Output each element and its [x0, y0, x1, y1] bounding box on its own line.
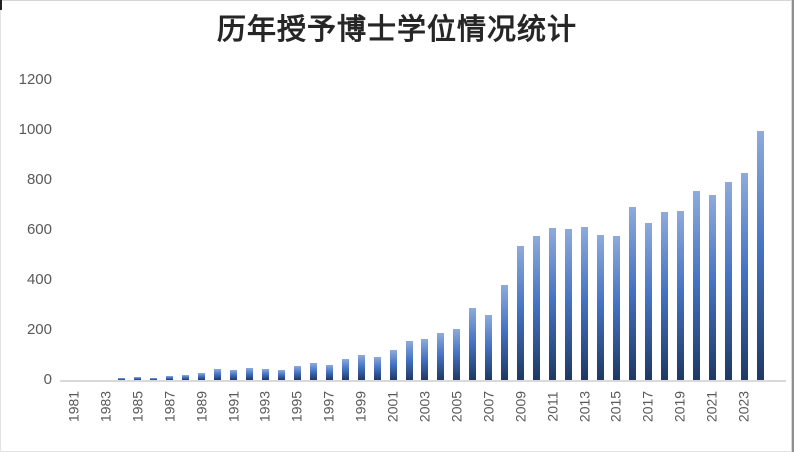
bar-1989	[198, 373, 206, 380]
bar-1985	[134, 377, 142, 380]
bar-1990	[214, 369, 222, 380]
chart-title: 历年授予博士学位情况统计	[216, 12, 577, 46]
x-axis-label-2005: 2005	[448, 390, 465, 423]
bar-2003	[421, 338, 429, 380]
bar-2006	[469, 308, 477, 380]
chart-border-right-inner	[791, 0, 792, 452]
bar-2011	[549, 228, 557, 380]
x-axis-label-1991: 1991	[225, 390, 241, 423]
x-axis-label-2021: 2021	[703, 390, 720, 423]
bar-2015	[612, 235, 620, 380]
x-axis-label-1987: 1987	[161, 390, 178, 423]
x-axis-label-2009: 2009	[512, 390, 529, 423]
x-axis-line	[60, 380, 786, 382]
bar-2008	[501, 285, 509, 380]
x-axis-label-2019: 2019	[671, 390, 688, 423]
bar-2013	[581, 227, 589, 380]
x-axis-label-1981: 1981	[65, 390, 82, 423]
bar-2001	[389, 350, 397, 380]
bar-2023	[740, 173, 748, 380]
bar-1999	[357, 355, 365, 380]
chart-border-top	[0, 0, 794, 1]
x-axis-label-2017: 2017	[639, 390, 656, 423]
bar-1998	[341, 359, 349, 380]
x-axis-label-2023: 2023	[735, 390, 752, 423]
x-axis-label-1995: 1995	[288, 390, 305, 423]
y-axis-label-1200: 1200	[18, 71, 52, 88]
bar-1987	[166, 376, 174, 380]
x-axis-label-1983: 1983	[97, 390, 114, 423]
bar-2018	[660, 211, 668, 380]
x-axis-label-2013: 2013	[576, 390, 592, 423]
bar-1995	[293, 366, 301, 380]
y-axis-label-0: 0	[43, 371, 52, 388]
x-axis-label-2001: 2001	[384, 390, 401, 423]
x-axis-label-1985: 1985	[129, 390, 146, 423]
bar-2000	[373, 357, 381, 380]
bar-1984	[118, 378, 126, 380]
bar-2022	[724, 182, 732, 380]
bar-1996	[309, 363, 317, 380]
bar-1993	[261, 369, 269, 380]
y-axis-label-800: 800	[26, 171, 52, 188]
bar-1994	[277, 370, 285, 380]
bar-2010	[533, 236, 541, 380]
bar-2004	[437, 332, 445, 380]
bar-1992	[245, 368, 253, 380]
x-axis-label-2011: 2011	[544, 391, 561, 422]
x-axis-label-1999: 1999	[352, 390, 369, 423]
bar-2005	[453, 328, 461, 380]
bar-2009	[517, 245, 525, 380]
bar-1997	[325, 365, 333, 380]
bar-2019	[676, 210, 684, 380]
x-axis-label-1993: 1993	[256, 390, 273, 423]
y-axis-label-400: 400	[26, 271, 52, 288]
bar-2012	[565, 229, 573, 380]
bar-2007	[485, 314, 493, 380]
y-axis-label-600: 600	[26, 221, 52, 238]
x-axis-label-2003: 2003	[416, 390, 433, 423]
x-axis-label-1989: 1989	[193, 390, 210, 423]
bar-1986	[150, 378, 158, 380]
bar-1991	[230, 370, 238, 380]
x-axis-label-1997: 1997	[320, 390, 337, 423]
x-axis-label-2015: 2015	[607, 390, 624, 423]
bar-2024	[756, 130, 764, 380]
bar-2016	[628, 207, 636, 380]
bar-1988	[182, 375, 190, 380]
plot-area	[66, 80, 768, 380]
bar-2021	[708, 194, 716, 380]
bar-1983	[102, 379, 110, 380]
bar-2017	[644, 223, 652, 380]
chart-border-left	[0, 0, 1, 452]
x-axis-label-2007: 2007	[480, 390, 497, 423]
chart-border-right	[792, 0, 794, 452]
bar-2020	[692, 191, 700, 380]
bar-2014	[596, 235, 604, 380]
y-axis-label-200: 200	[26, 321, 52, 338]
corner-artifact	[0, 0, 2, 10]
bar-2002	[405, 341, 413, 380]
y-axis-label-1000: 1000	[18, 121, 52, 138]
